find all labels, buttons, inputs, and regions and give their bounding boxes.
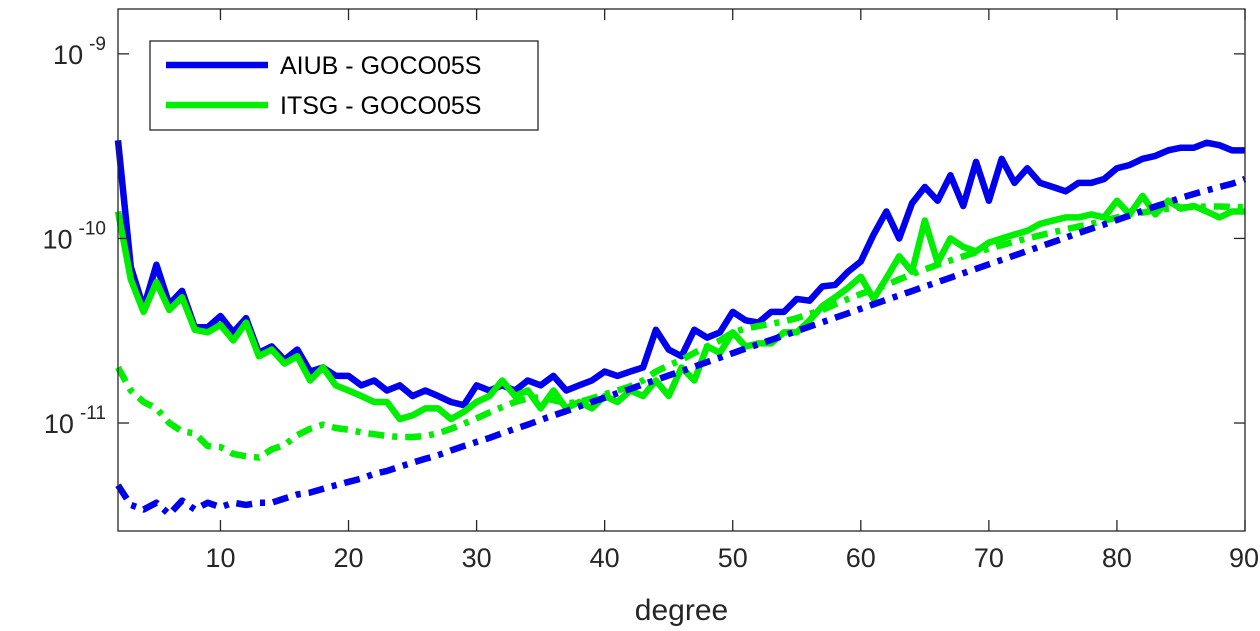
legend: AIUB - GOCO05S ITSG - GOCO05S: [149, 40, 539, 131]
x-tick-label: 50: [718, 543, 748, 573]
x-tick-label: 30: [462, 543, 492, 573]
tick-layer: 10 20 30 40 50 60 70 80 90 10-11 10-10 10-9: [42, 9, 1259, 573]
y-tick-label: 10 -11: [44, 403, 106, 439]
series-line-2: [115, 203, 1245, 461]
legend-label-0: AIUB - GOCO05S: [280, 52, 481, 80]
x-tick-label: 80: [1102, 543, 1132, 573]
plot-frame: [117, 8, 1246, 532]
series-line-1: [114, 192, 1245, 423]
series-line-3: [115, 175, 1247, 518]
series-layer: [114, 139, 1247, 518]
x-tick-label: 60: [846, 543, 876, 573]
x-tick-label: 90: [1229, 543, 1259, 573]
series-line-0: [114, 139, 1245, 409]
y-tick-label: 10 -9: [53, 34, 106, 70]
legend-label-1: ITSG - GOCO05S: [280, 92, 481, 120]
legend-box: [149, 40, 539, 131]
x-axis-label: degree: [635, 594, 728, 627]
x-tick-label: 10: [205, 543, 235, 573]
x-tick-label: 40: [590, 543, 620, 573]
y-tick-label: 10 -10: [42, 218, 106, 254]
x-tick-label: 70: [974, 543, 1004, 573]
x-tick-label: 20: [333, 543, 363, 573]
